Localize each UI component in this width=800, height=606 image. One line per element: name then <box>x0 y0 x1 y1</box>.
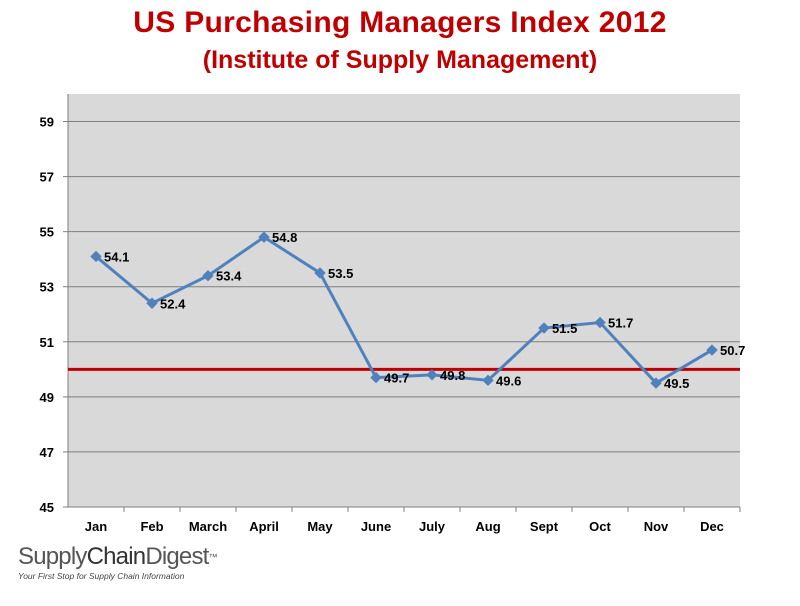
x-axis-ticks: Jan Feb March April May June July Aug Sept Oct Nov… <box>85 507 741 534</box>
data-label: 49.5 <box>664 376 689 391</box>
x-tick-label: Oct <box>589 519 611 534</box>
data-label: 54.1 <box>104 249 129 264</box>
x-tick-label: Feb <box>140 519 163 534</box>
y-tick-label: 55 <box>40 225 54 240</box>
data-label: 49.8 <box>440 368 465 383</box>
supplychaindigest-logo: SupplyChainDigest™ Your First Stop for S… <box>18 543 218 582</box>
data-point-marker <box>258 231 270 243</box>
data-point-marker <box>706 344 718 356</box>
x-tick-label: Sept <box>530 519 559 534</box>
data-point-marker <box>202 270 214 282</box>
data-label: 51.7 <box>608 316 633 331</box>
x-tick-label: April <box>249 519 279 534</box>
y-tick-label: 49 <box>40 390 54 405</box>
gridlines <box>68 121 740 453</box>
x-tick-label: July <box>419 519 446 534</box>
data-label: 49.6 <box>496 373 521 388</box>
series-line <box>95 235 713 386</box>
data-label: 52.4 <box>160 296 186 311</box>
logo-trademark: ™ <box>208 552 218 562</box>
data-point-marker <box>482 374 494 387</box>
data-point-marker <box>370 371 382 384</box>
data-point-marker <box>314 267 326 279</box>
logo-text-supply: Supply <box>18 543 87 570</box>
data-markers <box>90 231 718 389</box>
chart-title: US Purchasing Managers Index 2012 <box>133 6 667 39</box>
x-tick-label: Nov <box>644 519 669 534</box>
data-point-marker <box>650 377 662 389</box>
data-point-marker <box>538 322 550 334</box>
y-tick-label: 57 <box>40 170 54 185</box>
x-tick-label: Dec <box>700 519 724 534</box>
y-axis-ticks: 45 47 49 51 53 55 57 59 <box>40 115 68 515</box>
y-tick-label: 51 <box>40 335 54 350</box>
data-point-marker <box>594 316 606 329</box>
y-tick-label: 59 <box>40 115 54 130</box>
chart-subtitle: (Institute of Supply Management) <box>202 46 598 74</box>
y-tick-label: 47 <box>40 445 54 460</box>
data-label: 54.8 <box>272 230 297 245</box>
x-tick-label: March <box>189 519 227 534</box>
data-label: 50.7 <box>720 343 745 358</box>
x-tick-label: Jan <box>85 519 107 534</box>
data-labels: 54.1 52.4 53.4 54.8 53.5 49.7 49.8 49.6 51.5 51.7… <box>104 230 745 391</box>
data-label: 49.7 <box>384 371 409 386</box>
data-label: 53.4 <box>216 269 242 284</box>
data-label: 51.5 <box>552 321 577 336</box>
y-tick-label: 53 <box>40 280 54 295</box>
x-tick-label: June <box>361 519 391 534</box>
data-point-marker <box>426 369 438 381</box>
data-label: 53.5 <box>328 266 353 281</box>
x-tick-label: May <box>307 519 333 534</box>
x-tick-label: Aug <box>475 519 500 534</box>
data-point-marker <box>90 250 102 263</box>
logo-text-chain: Chain <box>86 543 147 570</box>
data-point-marker <box>146 297 158 309</box>
y-tick-label: 45 <box>40 500 54 515</box>
logo-tagline: Your First Stop for Supply Chain Informa… <box>18 571 185 581</box>
logo-text-digest: Digest <box>145 543 209 570</box>
plot-area <box>68 94 740 507</box>
